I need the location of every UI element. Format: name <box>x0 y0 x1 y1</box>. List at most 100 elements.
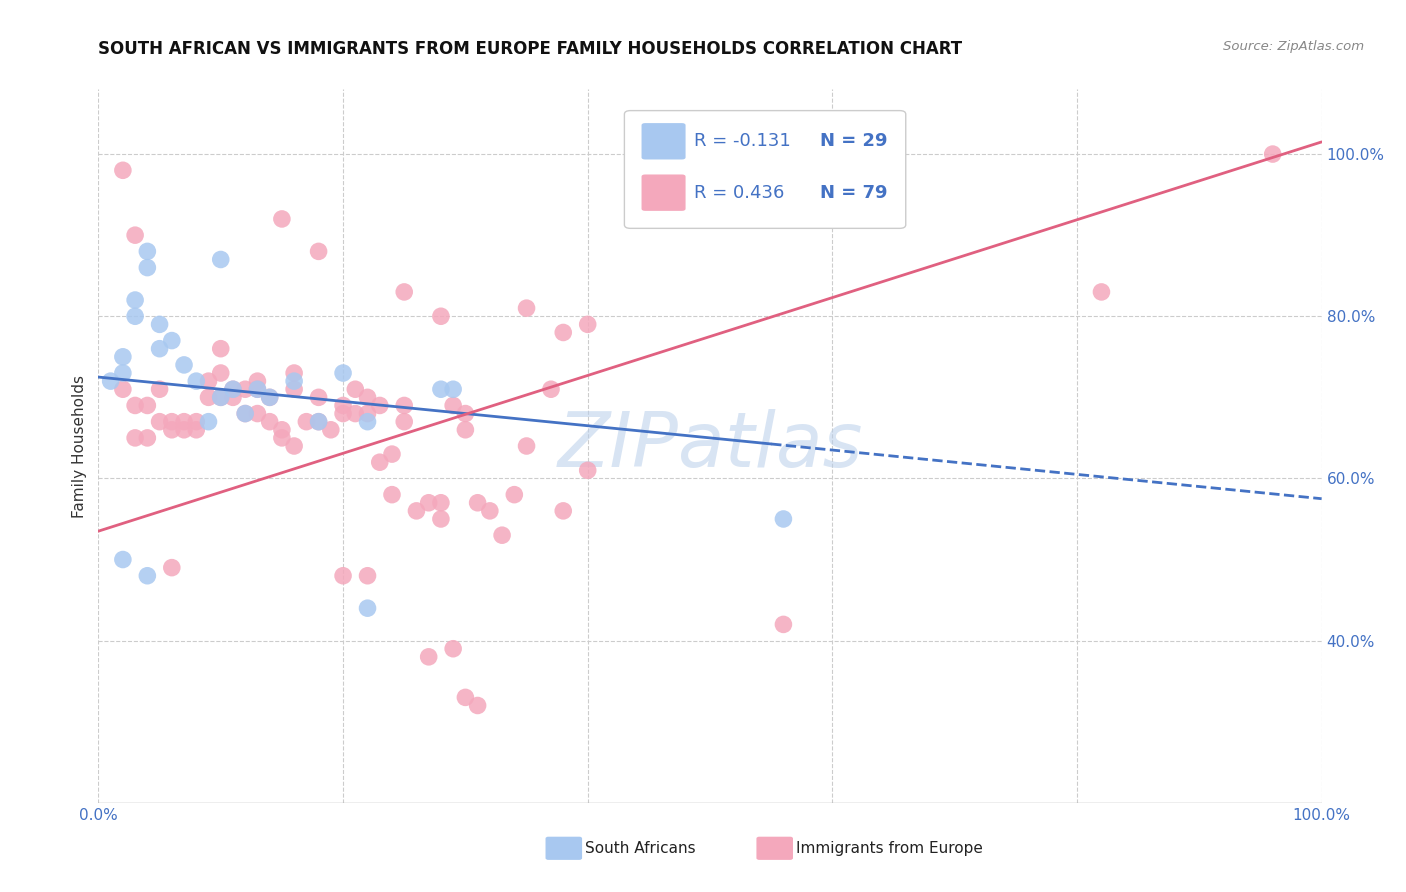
Point <box>246 374 269 388</box>
Point <box>332 407 354 421</box>
Point <box>515 439 537 453</box>
Point <box>233 407 256 421</box>
Point <box>136 399 159 413</box>
Point <box>356 568 378 582</box>
Point <box>222 382 245 396</box>
Point <box>160 334 183 348</box>
Point <box>186 415 208 429</box>
Point <box>209 390 232 404</box>
Point <box>441 641 464 656</box>
Point <box>540 382 562 396</box>
Point <box>270 423 294 437</box>
Point <box>136 568 159 582</box>
Point <box>173 415 195 429</box>
Point <box>111 366 134 380</box>
Point <box>124 310 146 324</box>
Point <box>283 439 305 453</box>
Point <box>233 407 256 421</box>
Point <box>246 382 269 396</box>
Point <box>332 568 354 582</box>
Point <box>308 390 330 404</box>
Point <box>553 326 575 340</box>
Point <box>160 415 183 429</box>
Text: R = -0.131: R = -0.131 <box>695 132 792 150</box>
Point <box>111 350 134 364</box>
Point <box>259 390 281 404</box>
Text: N = 79: N = 79 <box>820 184 887 202</box>
Point <box>356 601 378 615</box>
Point <box>344 407 367 421</box>
Point <box>405 504 427 518</box>
Point <box>491 528 513 542</box>
Point <box>283 382 305 396</box>
Point <box>149 318 172 332</box>
Point <box>1261 147 1284 161</box>
Point <box>246 382 269 396</box>
Point <box>124 228 146 243</box>
Point <box>332 366 354 380</box>
Point <box>368 399 391 413</box>
FancyBboxPatch shape <box>624 111 905 228</box>
Point <box>478 504 501 518</box>
Point <box>209 366 232 380</box>
Text: South Africans: South Africans <box>585 841 696 855</box>
Point <box>209 342 232 356</box>
Point <box>392 285 416 299</box>
Point <box>149 342 172 356</box>
Point <box>222 390 245 404</box>
Point <box>308 244 330 259</box>
Point <box>308 415 330 429</box>
Point <box>392 415 416 429</box>
Point <box>772 512 794 526</box>
Point <box>576 463 599 477</box>
Text: ZIPatlas: ZIPatlas <box>557 409 863 483</box>
Point <box>344 382 367 396</box>
Point <box>270 431 294 445</box>
Point <box>368 455 391 469</box>
Point <box>553 504 575 518</box>
Point <box>197 374 219 388</box>
Point <box>418 649 440 664</box>
Point <box>441 399 464 413</box>
Point <box>454 423 477 437</box>
Point <box>160 560 183 574</box>
Point <box>332 399 354 413</box>
Point <box>772 617 794 632</box>
Point <box>454 407 477 421</box>
Point <box>441 382 464 396</box>
Point <box>160 423 183 437</box>
Point <box>136 260 159 275</box>
Point <box>209 390 232 404</box>
Point <box>430 496 453 510</box>
Text: Immigrants from Europe: Immigrants from Europe <box>796 841 983 855</box>
Point <box>283 366 305 380</box>
Text: SOUTH AFRICAN VS IMMIGRANTS FROM EUROPE FAMILY HOUSEHOLDS CORRELATION CHART: SOUTH AFRICAN VS IMMIGRANTS FROM EUROPE … <box>98 40 963 58</box>
Point <box>246 407 269 421</box>
Point <box>467 698 489 713</box>
Point <box>100 374 122 388</box>
Point <box>576 318 599 332</box>
Point <box>270 211 294 226</box>
Point <box>209 252 232 267</box>
Text: R = 0.436: R = 0.436 <box>695 184 785 202</box>
Point <box>381 488 404 502</box>
Point <box>772 816 794 830</box>
FancyBboxPatch shape <box>641 175 686 211</box>
Point <box>283 374 305 388</box>
FancyBboxPatch shape <box>641 123 686 160</box>
Point <box>186 423 208 437</box>
Y-axis label: Family Households: Family Households <box>72 375 87 517</box>
Point <box>381 447 404 461</box>
Point <box>259 415 281 429</box>
Point <box>149 415 172 429</box>
Point <box>136 244 159 259</box>
Point <box>430 512 453 526</box>
Point <box>503 488 526 502</box>
Point <box>259 390 281 404</box>
Point <box>356 390 378 404</box>
Point <box>295 415 318 429</box>
Point <box>111 382 134 396</box>
Point <box>233 382 256 396</box>
Point <box>124 399 146 413</box>
Point <box>308 415 330 429</box>
